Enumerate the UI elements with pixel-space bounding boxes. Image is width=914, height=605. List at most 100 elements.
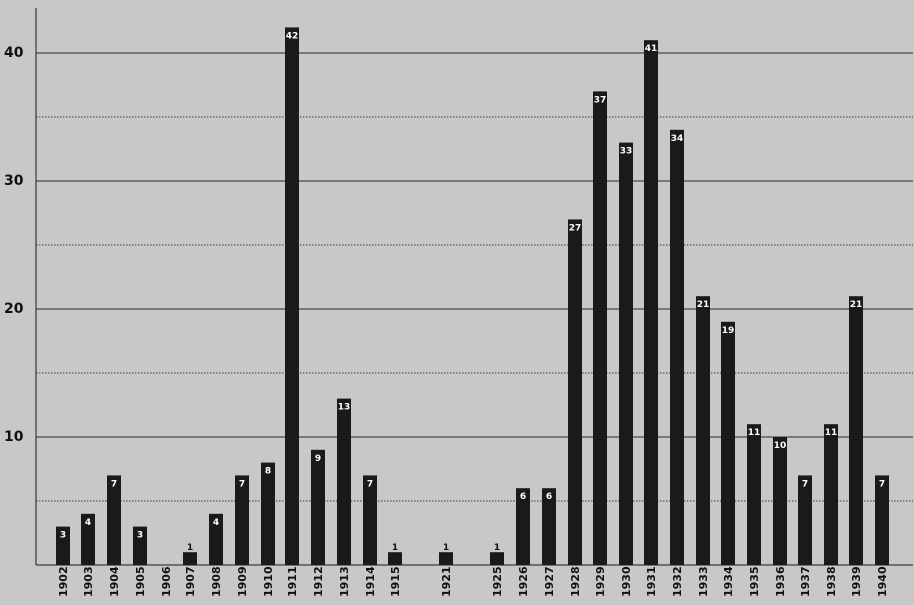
bar-1929 <box>593 91 607 566</box>
x-tick-label-1930: 1930 <box>620 566 633 597</box>
data-label-1933: 21 <box>697 300 710 310</box>
bar-1927 <box>542 488 556 565</box>
x-tick-label-1940: 1940 <box>876 566 889 597</box>
data-label-1934: 19 <box>722 326 735 336</box>
axis-layer <box>35 8 913 566</box>
data-label-1905: 3 <box>137 531 143 541</box>
bar-1936 <box>773 437 787 565</box>
bar-1939 <box>849 296 863 565</box>
x-tick-label-1907: 1907 <box>184 566 197 597</box>
x-tick-label-1911: 1911 <box>286 566 299 597</box>
bar-1905 <box>133 526 147 565</box>
x-tick-label-1902: 1902 <box>57 566 70 597</box>
x-tick-label-1921: 1921 <box>440 566 453 597</box>
data-label-1936: 10 <box>774 441 787 451</box>
y-tick-labels-layer: 10 20 30 40 <box>4 45 24 445</box>
data-label-1921: 1 <box>443 543 449 553</box>
x-tick-label-1928: 1928 <box>569 566 582 597</box>
bar-1903 <box>81 513 95 565</box>
data-label-1929: 37 <box>594 95 607 105</box>
bar-1934 <box>721 321 735 565</box>
grid-layer <box>36 52 913 502</box>
x-tick-label-1934: 1934 <box>722 566 735 597</box>
bar-1930 <box>619 142 633 565</box>
bar-1926 <box>516 488 530 565</box>
data-label-1940: 7 <box>879 479 885 489</box>
data-label-1930: 33 <box>620 147 633 157</box>
x-tick-labels-layer: 1902 1903 1904 1905 1906 1907 1908 1909 1910 1911… <box>57 566 889 597</box>
data-label-1904: 7 <box>111 479 117 489</box>
data-label-1902: 3 <box>60 531 66 541</box>
data-label-1926: 6 <box>520 492 526 502</box>
bar-1908 <box>209 513 223 565</box>
bar-1909 <box>235 475 249 565</box>
bar-1940 <box>875 475 889 565</box>
bar-1914 <box>363 475 377 565</box>
x-tick-label-1935: 1935 <box>748 566 761 597</box>
bar-1912 <box>311 449 325 565</box>
x-tick-label-1925: 1925 <box>491 566 504 597</box>
x-tick-label-1913: 1913 <box>338 566 351 597</box>
data-label-1939: 21 <box>850 300 863 310</box>
x-tick-label-1914: 1914 <box>364 566 377 597</box>
x-tick-label-1926: 1926 <box>517 566 530 597</box>
bar-1938 <box>824 424 838 565</box>
x-tick-label-1909: 1909 <box>236 566 249 597</box>
bar-1907 <box>183 552 197 565</box>
y-tick-label: 40 <box>4 45 24 61</box>
x-tick-label-1938: 1938 <box>825 566 838 597</box>
bar-1904 <box>107 475 121 565</box>
bar-1931 <box>644 40 658 565</box>
bar-1932 <box>670 129 684 566</box>
bar-1913 <box>337 398 351 565</box>
x-tick-label-1906: 1906 <box>160 566 173 597</box>
bar-1921 <box>439 552 453 565</box>
data-label-1913: 13 <box>338 403 351 413</box>
bar-1933 <box>696 296 710 565</box>
bar-1937 <box>798 475 812 565</box>
data-label-1925: 1 <box>494 543 500 553</box>
x-tick-label-1904: 1904 <box>108 566 121 597</box>
data-label-1931: 41 <box>645 44 658 54</box>
x-tick-label-1910: 1910 <box>262 566 275 597</box>
data-label-1912: 9 <box>315 454 321 464</box>
x-tick-label-1908: 1908 <box>210 566 223 597</box>
data-label-1935: 11 <box>748 428 761 438</box>
bar-1925 <box>490 552 504 565</box>
bar-1935 <box>747 424 761 565</box>
data-label-1932: 34 <box>671 134 684 144</box>
y-tick-label: 10 <box>4 429 24 445</box>
data-label-1910: 8 <box>265 467 271 477</box>
bar-1915 <box>388 552 402 565</box>
x-tick-label-1939: 1939 <box>850 566 863 597</box>
x-tick-label-1933: 1933 <box>697 566 710 597</box>
data-label-1908: 4 <box>213 518 219 528</box>
data-label-1903: 4 <box>85 518 91 528</box>
bar-1911 <box>285 27 299 565</box>
y-tick-label: 30 <box>4 173 24 189</box>
x-tick-label-1929: 1929 <box>594 566 607 597</box>
x-tick-label-1905: 1905 <box>134 566 147 597</box>
data-label-1928: 27 <box>569 223 582 233</box>
data-label-1914: 7 <box>367 479 373 489</box>
data-label-1911: 42 <box>286 31 299 41</box>
data-label-1938: 11 <box>825 428 838 438</box>
data-label-1909: 7 <box>239 479 245 489</box>
x-tick-label-1932: 1932 <box>671 566 684 597</box>
y-tick-label: 20 <box>4 301 24 317</box>
bar-1928 <box>568 219 582 565</box>
x-tick-label-1931: 1931 <box>645 566 658 597</box>
bars-layer <box>56 27 889 566</box>
data-label-1937: 7 <box>802 479 808 489</box>
bar-1910 <box>261 462 275 565</box>
data-label-1927: 6 <box>546 492 552 502</box>
x-tick-label-1915: 1915 <box>389 566 402 597</box>
data-label-1915: 1 <box>392 543 398 553</box>
data-label-1907: 1 <box>187 543 193 553</box>
bar-1902 <box>56 526 70 565</box>
x-tick-label-1927: 1927 <box>543 566 556 597</box>
x-tick-label-1903: 1903 <box>82 566 95 597</box>
